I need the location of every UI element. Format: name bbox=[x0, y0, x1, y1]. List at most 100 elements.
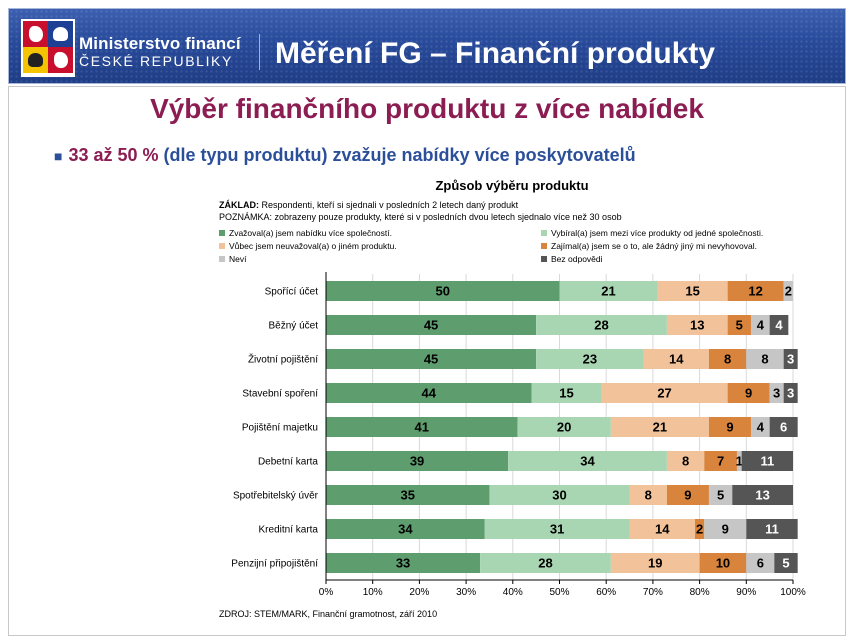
bar-value-6-5: 1 bbox=[736, 454, 743, 469]
coat-of-arms-icon bbox=[21, 19, 75, 77]
bar-segment-9-1 bbox=[326, 553, 481, 573]
bar-segment-3-3 bbox=[643, 349, 709, 369]
bar-segment-1-1 bbox=[326, 281, 560, 301]
bar-value-3-6: 3 bbox=[787, 352, 794, 367]
legend-label-3: Vůbec jsem neuvažoval(a) o jiném produkt… bbox=[229, 241, 397, 251]
legend-label-6: Bez odpovědi bbox=[551, 254, 603, 264]
slide-header: Ministerstvo financí ČESKÉ REPUBLIKY Měř… bbox=[8, 8, 846, 84]
bar-value-5-4: 9 bbox=[726, 420, 733, 435]
legend-swatch-4 bbox=[541, 243, 547, 249]
bar-segment-5-1 bbox=[326, 417, 518, 437]
bar-segment-8-1 bbox=[326, 519, 485, 539]
category-label-9: Penzijní připojištění bbox=[231, 559, 318, 570]
bar-value-9-2: 28 bbox=[538, 556, 552, 571]
bar-segment-6-3 bbox=[666, 451, 705, 471]
bar-segment-3-4 bbox=[708, 349, 747, 369]
bar-segment-5-3 bbox=[610, 417, 709, 437]
bar-value-8-3: 14 bbox=[655, 522, 670, 537]
bar-value-3-4: 8 bbox=[724, 352, 731, 367]
bar-segment-3-2 bbox=[536, 349, 644, 369]
header-title: Měření FG – Finanční produkty bbox=[275, 37, 716, 70]
x-tick-label-5: 50% bbox=[549, 587, 569, 598]
bar-segment-7-2 bbox=[489, 485, 630, 505]
bar-segment-5-2 bbox=[517, 417, 611, 437]
category-label-2: Běžný účet bbox=[269, 321, 319, 332]
coat-quadrant-lion-lower bbox=[48, 47, 73, 73]
bar-value-8-4: 2 bbox=[696, 522, 703, 537]
bar-segment-4-1 bbox=[326, 383, 532, 403]
bar-value-7-2: 30 bbox=[552, 488, 566, 503]
category-label-1: Spořící účet bbox=[265, 287, 319, 298]
bar-segment-2-5 bbox=[750, 315, 770, 335]
bar-segment-3-6 bbox=[783, 349, 798, 369]
bar-value-4-2: 15 bbox=[559, 386, 573, 401]
coat-quadrant-eagle bbox=[48, 21, 73, 47]
x-tick-label-10: 100% bbox=[780, 587, 806, 598]
x-tick-label-6: 60% bbox=[596, 587, 616, 598]
legend-label-5: Neví bbox=[229, 254, 247, 264]
bar-value-8-6: 11 bbox=[765, 522, 779, 537]
chart-category-labels: Spořící účet Běžný účet Životní pojištění S… bbox=[231, 287, 318, 570]
bar-value-6-4: 7 bbox=[717, 454, 724, 469]
bar-value-3-1: 45 bbox=[424, 352, 438, 367]
bar-segment-9-6 bbox=[774, 553, 798, 573]
legend-swatch-1 bbox=[219, 230, 225, 236]
bar-segment-3-1 bbox=[326, 349, 537, 369]
bar-value-7-6: 13 bbox=[755, 488, 769, 503]
bar-value-7-3: 8 bbox=[645, 488, 652, 503]
bar-segment-6-4 bbox=[704, 451, 737, 471]
bar-segment-5-5 bbox=[750, 417, 770, 437]
x-tick-label-9: 90% bbox=[736, 587, 756, 598]
slide-bullet: ■ 33 až 50 % (dle typu produktu) zvažuje … bbox=[54, 144, 636, 167]
bar-value-4-6: 3 bbox=[787, 386, 794, 401]
bar-value-7-4: 9 bbox=[684, 488, 691, 503]
category-label-5: Pojištění majetku bbox=[242, 423, 318, 434]
legend-swatch-3 bbox=[219, 243, 225, 249]
bar-segment-1-5 bbox=[783, 281, 793, 301]
category-label-4: Stavební spoření bbox=[242, 389, 318, 400]
bar-segment-4-2 bbox=[531, 383, 602, 403]
bar-value-2-1: 45 bbox=[424, 318, 438, 333]
x-tick-label-0: 0% bbox=[319, 587, 334, 598]
x-tick-label-3: 30% bbox=[456, 587, 476, 598]
bar-segment-4-3 bbox=[601, 383, 728, 403]
bar-segment-7-1 bbox=[326, 485, 490, 505]
bar-segment-7-4 bbox=[666, 485, 709, 505]
chart-note: POZNÁMKA: zobrazeny pouze produkty, kter… bbox=[219, 212, 622, 222]
x-tick-label-7: 70% bbox=[643, 587, 663, 598]
bar-segment-2-1 bbox=[326, 315, 537, 335]
bar-value-2-2: 28 bbox=[594, 318, 608, 333]
note-text: zobrazeny pouze produkty, které si v pos… bbox=[275, 212, 622, 222]
bar-value-4-5: 3 bbox=[773, 386, 780, 401]
bar-segment-6-5 bbox=[736, 451, 742, 471]
bar-value-2-6: 4 bbox=[775, 318, 783, 333]
bar-segment-5-6 bbox=[769, 417, 798, 437]
x-tick-label-1: 10% bbox=[363, 587, 383, 598]
bar-value-5-2: 20 bbox=[557, 420, 571, 435]
bar-segment-8-4 bbox=[694, 519, 705, 539]
bar-value-6-6: 11 bbox=[760, 454, 774, 469]
bar-value-8-2: 31 bbox=[550, 522, 564, 537]
bar-value-4-3: 27 bbox=[657, 386, 671, 401]
bar-segment-9-5 bbox=[746, 553, 775, 573]
bar-value-1-1: 50 bbox=[436, 284, 450, 299]
bar-value-3-5: 8 bbox=[761, 352, 768, 367]
bar-segment-6-6 bbox=[741, 451, 793, 471]
bullet-accent: 33 až 50 % bbox=[68, 145, 159, 165]
chart-title: Způsob výběru produktu bbox=[435, 178, 588, 193]
bar-value-5-3: 21 bbox=[653, 420, 667, 435]
bar-value-7-1: 35 bbox=[400, 488, 414, 503]
category-label-6: Debetní karta bbox=[258, 457, 318, 468]
coat-quadrant-lion bbox=[23, 21, 48, 47]
slide-frame bbox=[8, 86, 846, 636]
bar-value-9-4: 10 bbox=[716, 556, 730, 571]
bar-segment-1-2 bbox=[559, 281, 658, 301]
bar-segment-2-6 bbox=[769, 315, 789, 335]
legend-swatch-2 bbox=[541, 230, 547, 236]
bar-segment-4-4 bbox=[727, 383, 770, 403]
x-tick-label-4: 40% bbox=[503, 587, 523, 598]
bar-segment-8-6 bbox=[746, 519, 798, 539]
bar-segment-7-3 bbox=[629, 485, 667, 505]
bar-value-5-5: 4 bbox=[757, 420, 765, 435]
slide-title: Výběr finančního produktu z více nabídek bbox=[150, 93, 704, 124]
